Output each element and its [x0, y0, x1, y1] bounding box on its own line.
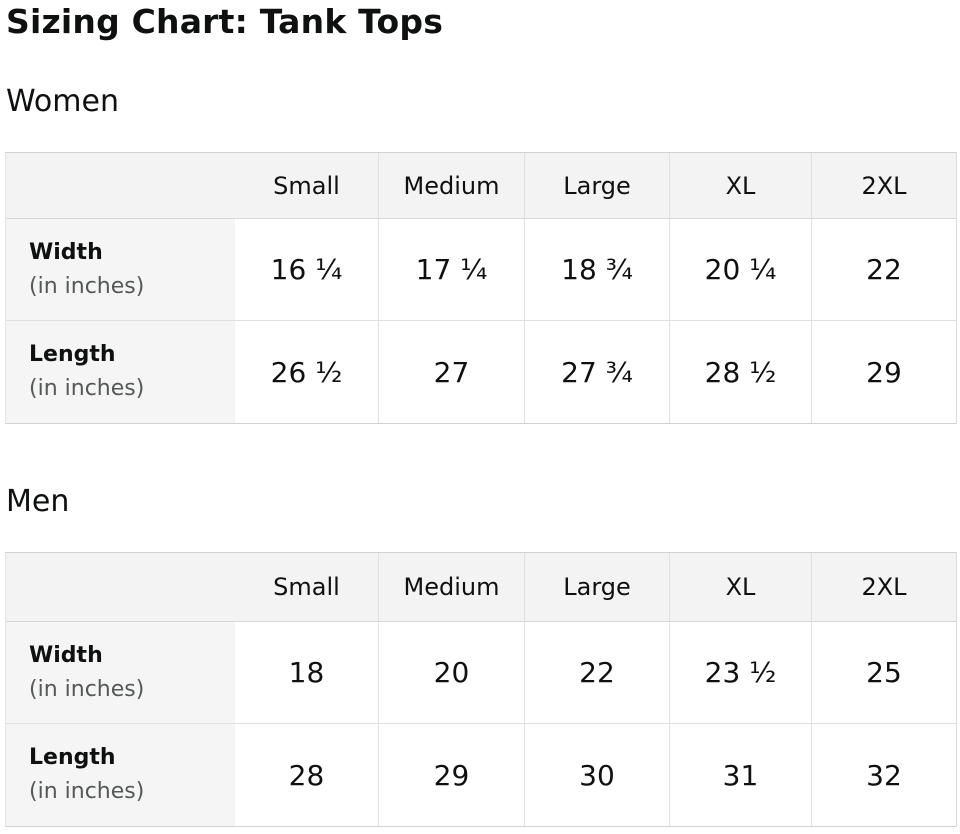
men-width-row: Width (in inches) 18 20 22 23 ¹⁄₂ 25 — [6, 622, 956, 724]
men-header-cell-xl: XL — [669, 553, 811, 621]
women-table-header-row: Small Medium Large XL 2XL — [6, 153, 956, 219]
men-header-cell-small: Small — [273, 573, 340, 601]
men-width-xl: 23 ¹⁄₂ — [669, 622, 811, 723]
women-header-cell-large: Large — [524, 153, 669, 218]
women-length-medium: 27 — [378, 321, 524, 423]
men-width-large: 22 — [524, 622, 669, 723]
women-length-small: 26 ¹⁄₂ — [270, 355, 343, 389]
women-header-cell-xl: XL — [669, 153, 811, 218]
women-size-table: Small Medium Large XL 2XL Width (in inch… — [5, 152, 957, 424]
page-title: Sizing Chart: Tank Tops — [6, 2, 444, 41]
men-length-xl: 31 — [669, 724, 811, 826]
women-section: Women Small Medium Large XL 2XL Width (i… — [5, 84, 960, 424]
row-sublabel: (in inches) — [29, 779, 145, 804]
men-header-cell-medium: Medium — [378, 553, 524, 621]
row-label: Width — [29, 239, 103, 265]
men-width-row-label: Width (in inches) — [6, 622, 235, 723]
men-section-heading: Men — [6, 484, 70, 519]
women-header-cell-2xl: 2XL — [811, 153, 956, 218]
women-width-row: Width (in inches) 16 ¹⁄₄ 17 ¹⁄₄ 18 ³⁄₄ 2… — [6, 219, 956, 321]
men-table-header-row: Small Medium Large XL 2XL — [6, 553, 956, 622]
row-sublabel: (in inches) — [29, 273, 145, 299]
men-length-row: Length (in inches) 28 29 30 31 32 — [6, 724, 956, 826]
men-length-small: 28 — [288, 758, 325, 792]
women-length-2xl: 29 — [811, 321, 956, 423]
row-label: Width — [29, 642, 103, 668]
women-width-row-label: Width (in inches) — [6, 219, 235, 320]
row-sublabel: (in inches) — [29, 676, 145, 702]
men-width-small: 18 — [288, 656, 325, 689]
women-header-cell-medium: Medium — [378, 153, 524, 218]
row-label: Length — [29, 342, 116, 367]
men-length-2xl: 32 — [811, 724, 956, 826]
women-length-large: 27 ³⁄₄ — [524, 321, 669, 423]
women-width-small: 16 ¹⁄₄ — [270, 253, 343, 286]
men-header-cell-2xl: 2XL — [811, 553, 956, 621]
women-length-row-label: Length (in inches) — [6, 321, 235, 423]
women-width-xl: 20 ¹⁄₄ — [669, 219, 811, 320]
women-section-heading: Women — [6, 84, 119, 119]
row-sublabel: (in inches) — [29, 376, 145, 401]
women-width-2xl: 22 — [811, 219, 956, 320]
men-length-medium: 29 — [378, 724, 524, 826]
women-width-medium: 17 ¹⁄₄ — [378, 219, 524, 320]
men-header-cell-large: Large — [524, 553, 669, 621]
men-width-medium: 20 — [378, 622, 524, 723]
women-width-large: 18 ³⁄₄ — [524, 219, 669, 320]
women-header-corner-cell — [6, 153, 235, 218]
women-header-cell-small: Small — [273, 171, 340, 200]
men-section: Men Small Medium Large XL 2XL Width (in … — [5, 484, 960, 827]
women-length-xl: 28 ¹⁄₂ — [669, 321, 811, 423]
men-size-table: Small Medium Large XL 2XL Width (in inch… — [5, 552, 957, 827]
men-length-row-label: Length (in inches) — [6, 724, 235, 826]
men-length-large: 30 — [524, 724, 669, 826]
women-length-row: Length (in inches) 26 ¹⁄₂ 27 27 ³⁄₄ 28 ¹… — [6, 321, 956, 423]
men-header-corner-cell — [6, 553, 235, 621]
row-label: Length — [29, 745, 116, 770]
men-width-2xl: 25 — [811, 622, 956, 723]
